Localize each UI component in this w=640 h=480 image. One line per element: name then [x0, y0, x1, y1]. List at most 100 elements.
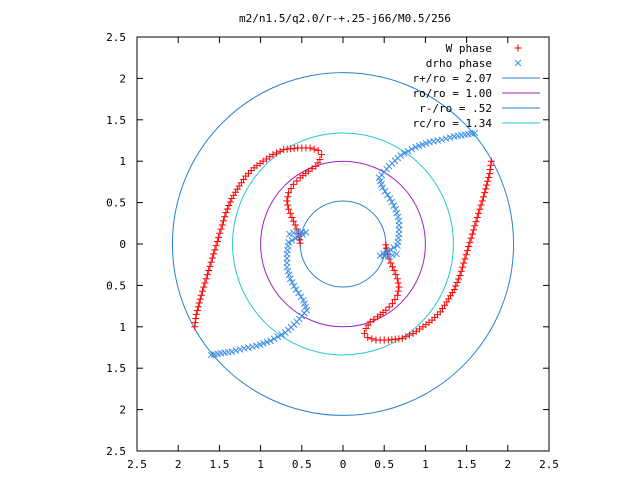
data-point [211, 246, 219, 254]
data-point [192, 315, 200, 323]
legend-label: W phase [446, 42, 492, 55]
data-point [291, 221, 299, 229]
y-tick-label: 2.5 [106, 31, 126, 44]
data-point [394, 279, 402, 287]
data-point [285, 205, 293, 213]
data-point [388, 198, 396, 206]
data-point [475, 209, 483, 217]
data-point [201, 279, 209, 287]
data-point [292, 235, 299, 242]
data-point [280, 146, 288, 154]
data-point [278, 331, 285, 339]
data-point [231, 188, 239, 196]
data-point [487, 157, 495, 165]
data-point [450, 286, 458, 294]
data-point [230, 191, 238, 199]
x-tick-label: 1.5 [209, 458, 229, 471]
data-point [390, 202, 398, 209]
data-point [287, 185, 295, 193]
y-tick-label: 0.5 [106, 279, 126, 292]
data-point [200, 283, 208, 291]
data-point [270, 335, 278, 343]
data-point [460, 259, 468, 267]
data-point [199, 287, 207, 295]
circle-rc-ro [232, 132, 454, 356]
data-point [206, 262, 214, 270]
data-point [393, 275, 401, 283]
data-point [483, 181, 491, 189]
y-tick-label: 1 [119, 155, 126, 168]
data-point [207, 351, 215, 359]
data-point [462, 251, 470, 259]
data-point [393, 291, 401, 299]
data-point [217, 225, 225, 233]
data-point [295, 233, 303, 240]
chart-title: m2/n1.5/q2.0/r-+.25-j66/M0.5/256 [239, 12, 451, 25]
data-point [210, 250, 218, 258]
data-point [370, 315, 378, 323]
x-tick-label: 2 [504, 458, 511, 471]
data-point [225, 201, 233, 209]
data-point [267, 337, 274, 345]
data-point [446, 134, 454, 141]
data-point [467, 234, 475, 242]
data-point [453, 279, 461, 287]
data-point [221, 213, 229, 221]
data-point [208, 254, 216, 262]
data-point [281, 329, 289, 336]
data-point [308, 165, 316, 173]
y-tick-label: 2.5 [106, 445, 126, 458]
y-tick-label: 0 [119, 238, 126, 251]
y-tick-label: 1.5 [106, 362, 126, 375]
data-point [484, 177, 492, 185]
data-point [288, 214, 296, 222]
data-point [362, 324, 370, 332]
data-point [382, 241, 390, 249]
circle-r-ro [171, 72, 515, 416]
data-point [273, 149, 281, 157]
data-point [393, 209, 401, 217]
data-point [364, 334, 372, 342]
data-point [445, 295, 453, 303]
data-point [207, 258, 215, 266]
data-point [233, 185, 241, 193]
x-tick-label: 1.5 [457, 458, 477, 471]
data-point [476, 205, 484, 213]
y-tick-label: 1.5 [106, 114, 126, 127]
data-point [215, 233, 223, 241]
data-point [290, 282, 298, 290]
circle-r-ro [299, 200, 387, 288]
data-point [253, 342, 260, 350]
data-point [286, 209, 294, 217]
data-point [374, 313, 382, 321]
data-point [228, 194, 236, 202]
data-point [393, 250, 400, 258]
data-point [288, 237, 296, 244]
x-tick-label: 1 [422, 458, 429, 471]
data-point [360, 329, 368, 337]
legend-label: ro/ro = 1.00 [413, 87, 492, 100]
data-point [482, 185, 490, 193]
data-point [455, 275, 463, 283]
data-point [216, 229, 224, 237]
data-point [249, 343, 256, 351]
data-point [302, 229, 310, 236]
data-point [296, 239, 304, 247]
data-point [197, 291, 205, 299]
data-point [481, 189, 489, 197]
data-point [297, 293, 305, 301]
data-point [452, 282, 460, 290]
x-tick-label: 2.5 [539, 458, 559, 471]
data-point [263, 338, 271, 346]
data-point [486, 170, 494, 178]
data-point [438, 136, 446, 144]
data-point [384, 191, 391, 199]
data-point [299, 231, 306, 238]
data-point [457, 267, 465, 275]
data-point [284, 193, 292, 201]
data-point [461, 255, 469, 263]
data-point [244, 344, 252, 351]
data-point [236, 346, 244, 353]
data-point [290, 180, 298, 188]
